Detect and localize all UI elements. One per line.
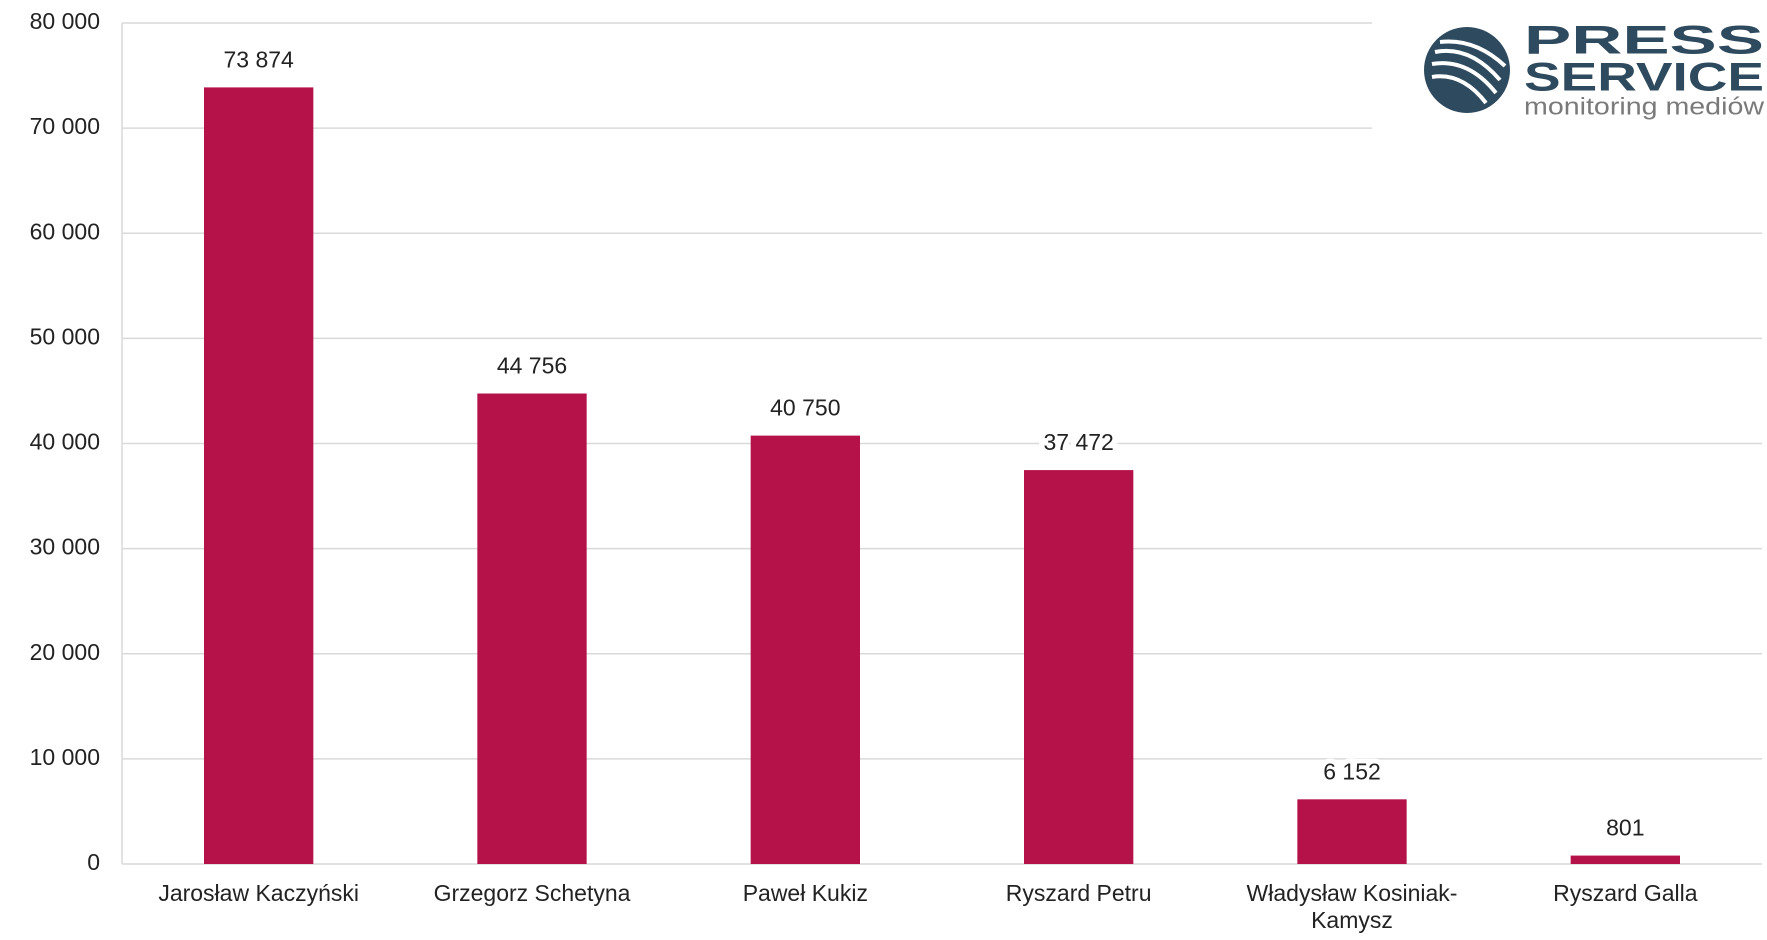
logo-line1: PRESS <box>1524 19 1764 63</box>
x-tick-label: Władysław Kosiniak-Kamysz <box>1246 880 1458 933</box>
plot: 0 10 000 20 000 30 000 40 000 50 000 60 000 70 … <box>30 8 1762 875</box>
logo-stripes <box>1431 39 1507 105</box>
bar <box>204 87 314 864</box>
x-tick-label: Paweł Kukiz <box>742 880 868 906</box>
bar <box>750 435 860 864</box>
x-tick-label: Ryszard Petru <box>1005 880 1152 906</box>
value-label: 801 <box>1606 815 1644 841</box>
y-tick-label: 30 000 <box>30 534 100 560</box>
value-label: 37 472 <box>1043 429 1113 455</box>
y-tick-label: 0 <box>87 849 100 875</box>
y-tick-label: 70 000 <box>30 113 100 139</box>
x-tick-label: Grzegorz Schetyna <box>433 880 631 906</box>
x-tick-label: Jarosław Kaczyński <box>158 880 359 906</box>
value-label: 73 874 <box>223 46 294 72</box>
y-tick-label: 60 000 <box>30 218 100 244</box>
y-tick-label: 20 000 <box>30 639 100 665</box>
value-label: 44 756 <box>497 353 567 379</box>
bar <box>477 393 587 864</box>
y-tick-label: 80 000 <box>30 8 100 34</box>
logo-tagline: monitoring mediów <box>1524 93 1765 120</box>
bar <box>1570 855 1680 864</box>
y-tick-label: 40 000 <box>30 429 100 455</box>
y-tick-label: 10 000 <box>30 744 100 770</box>
y-tick-label: 50 000 <box>30 323 100 349</box>
value-label: 40 750 <box>770 395 840 421</box>
bar <box>1297 799 1407 864</box>
value-label: 6 152 <box>1323 758 1381 784</box>
x-tick-label: Ryszard Galla <box>1553 880 1698 906</box>
logo-line2: SERVICE <box>1524 56 1764 100</box>
bar <box>1024 470 1134 864</box>
logo: PRESS SERVICE monitoring mediów <box>1372 0 1767 135</box>
